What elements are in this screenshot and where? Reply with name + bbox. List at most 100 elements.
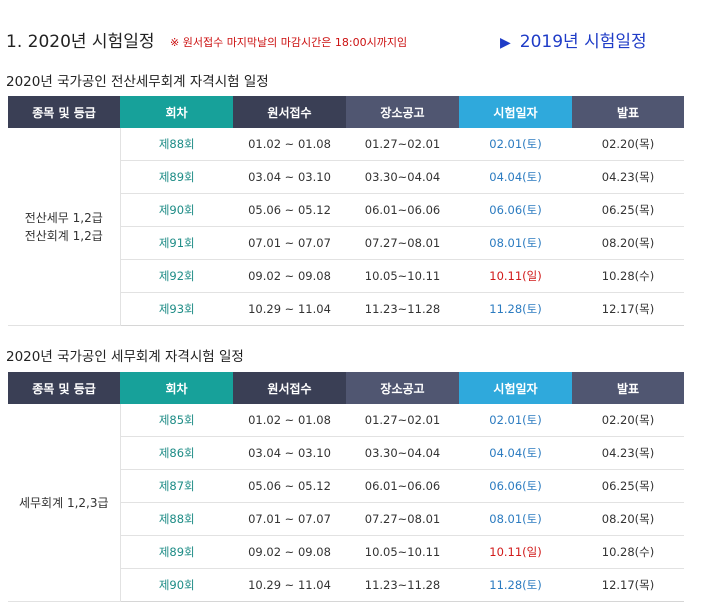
venue-cell: 10.05~10.11: [346, 535, 459, 569]
venue-cell: 03.30~04.04: [346, 160, 459, 194]
table-row: 제93회 10.29 ~ 11.04 11.23~11.28 11.28(토) …: [8, 292, 684, 326]
table-row: 세무회계 1,2,3급 제85회 01.02 ~ 01.08 01.27~02.…: [8, 404, 684, 602]
col-header-round: 회차: [120, 96, 233, 128]
venue-cell: 03.30~04.04: [346, 436, 459, 470]
col-header-grade: 종목 및 등급: [8, 96, 120, 128]
deadline-note: ※ 원서접수 마지막날의 마감시간은 18:00시까지임: [170, 36, 408, 49]
table-row: 제87회 05.06 ~ 05.12 06.01~06.06 06.06(토) …: [8, 469, 684, 503]
table-row: 제90회 10.29 ~ 11.04 11.23~11.28 11.28(토) …: [8, 568, 684, 602]
col-header-venue: 장소공고: [346, 96, 459, 128]
grade-line: 전산세무 1,2급: [24, 210, 103, 225]
round-cell: 제93회: [120, 292, 233, 326]
table-row: 제92회 09.02 ~ 09.08 10.05~10.11 10.11(일) …: [8, 259, 684, 293]
result-cell: 12.17(목): [572, 292, 684, 326]
venue-cell: 11.23~11.28: [346, 568, 459, 602]
exam-date-cell: 06.06(토): [459, 193, 572, 227]
exam-date-cell: 04.04(토): [459, 436, 572, 470]
round-cell: 제88회: [120, 128, 233, 161]
grade-cell: 전산세무 1,2급 전산회계 1,2급: [8, 128, 121, 326]
table-row: 제90회 05.06 ~ 05.12 06.01~06.06 06.06(토) …: [8, 193, 684, 227]
grade-line: 전산회계 1,2급: [24, 228, 103, 243]
round-cell: 제88회: [120, 502, 233, 536]
round-cell: 제86회: [120, 436, 233, 470]
apply-cell: 05.06 ~ 05.12: [233, 469, 346, 503]
result-cell: 10.28(수): [572, 535, 684, 569]
play-triangle-icon: ▶: [500, 35, 511, 51]
table-row: 제91회 07.01 ~ 07.07 07.27~08.01 08.01(토) …: [8, 226, 684, 260]
round-cell: 제85회: [120, 404, 233, 437]
exam-date-cell: 02.01(토): [459, 128, 572, 161]
col-header-grade: 종목 및 등급: [8, 372, 120, 404]
result-cell: 12.17(목): [572, 568, 684, 602]
result-cell: 08.20(목): [572, 502, 684, 536]
venue-cell: 06.01~06.06: [346, 469, 459, 503]
col-header-apply: 원서접수: [233, 96, 346, 128]
apply-cell: 09.02 ~ 09.08: [233, 259, 346, 293]
round-cell: 제92회: [120, 259, 233, 293]
exam-date-cell: 08.01(토): [459, 502, 572, 536]
prev-year-schedule-link[interactable]: ▶ 2019년 시험일정: [500, 27, 647, 52]
table-row: 제89회 03.04 ~ 03.10 03.30~04.04 04.04(토) …: [8, 160, 684, 194]
result-cell: 02.20(목): [572, 128, 684, 161]
venue-cell: 06.01~06.06: [346, 193, 459, 227]
page-title: 1. 2020년 시험일정: [6, 32, 155, 52]
round-cell: 제89회: [120, 160, 233, 194]
schedule-table: 종목 및 등급 회차 원서접수 장소공고 시험일자 발표 세무회계 1,2,3급…: [8, 372, 684, 602]
apply-cell: 03.04 ~ 03.10: [233, 160, 346, 194]
exam-date-cell: 04.04(토): [459, 160, 572, 194]
venue-cell: 10.05~10.11: [346, 259, 459, 293]
apply-cell: 10.29 ~ 11.04: [233, 568, 346, 602]
apply-cell: 07.01 ~ 07.07: [233, 226, 346, 260]
prev-year-schedule-label: 2019년 시험일정: [519, 32, 647, 52]
result-cell: 10.28(수): [572, 259, 684, 293]
table-header-row: 종목 및 등급 회차 원서접수 장소공고 시험일자 발표: [8, 372, 684, 404]
round-cell: 제90회: [120, 568, 233, 602]
section-title: 2020년 국가공인 세무회계 자격시험 일정: [6, 349, 244, 365]
apply-cell: 01.02 ~ 01.08: [233, 404, 346, 437]
result-cell: 04.23(목): [572, 436, 684, 470]
exam-date-cell: 08.01(토): [459, 226, 572, 260]
apply-cell: 07.01 ~ 07.07: [233, 502, 346, 536]
venue-cell: 07.27~08.01: [346, 226, 459, 260]
result-cell: 06.25(목): [572, 193, 684, 227]
col-header-exam-date: 시험일자: [459, 372, 572, 404]
col-header-venue: 장소공고: [346, 372, 459, 404]
col-header-apply: 원서접수: [233, 372, 346, 404]
apply-cell: 09.02 ~ 09.08: [233, 535, 346, 569]
col-header-result: 발표: [572, 372, 684, 404]
result-cell: 02.20(목): [572, 404, 684, 437]
exam-date-cell: 11.28(토): [459, 568, 572, 602]
venue-cell: 01.27~02.01: [346, 128, 459, 161]
venue-cell: 11.23~11.28: [346, 292, 459, 326]
table-row: 전산세무 1,2급 전산회계 1,2급 제88회 01.02 ~ 01.08 0…: [8, 128, 684, 326]
exam-date-cell: 10.11(일): [459, 535, 572, 569]
table-row: 제88회 07.01 ~ 07.07 07.27~08.01 08.01(토) …: [8, 502, 684, 536]
venue-cell: 01.27~02.01: [346, 404, 459, 437]
result-cell: 08.20(목): [572, 226, 684, 260]
round-cell: 제91회: [120, 226, 233, 260]
venue-cell: 07.27~08.01: [346, 502, 459, 536]
apply-cell: 10.29 ~ 11.04: [233, 292, 346, 326]
col-header-round: 회차: [120, 372, 233, 404]
col-header-exam-date: 시험일자: [459, 96, 572, 128]
apply-cell: 03.04 ~ 03.10: [233, 436, 346, 470]
table-row: 제89회 09.02 ~ 09.08 10.05~10.11 10.11(일) …: [8, 535, 684, 569]
result-cell: 04.23(목): [572, 160, 684, 194]
apply-cell: 01.02 ~ 01.08: [233, 128, 346, 161]
round-cell: 제89회: [120, 535, 233, 569]
exam-date-cell: 10.11(일): [459, 259, 572, 293]
result-cell: 06.25(목): [572, 469, 684, 503]
round-cell: 제87회: [120, 469, 233, 503]
exam-date-cell: 06.06(토): [459, 469, 572, 503]
round-cell: 제90회: [120, 193, 233, 227]
grade-line: 세무회계 1,2,3급: [18, 495, 109, 510]
table-header-row: 종목 및 등급 회차 원서접수 장소공고 시험일자 발표: [8, 96, 684, 128]
grade-cell: 세무회계 1,2,3급: [8, 404, 121, 602]
schedule-table: 종목 및 등급 회차 원서접수 장소공고 시험일자 발표 전산세무 1,2급 전…: [8, 96, 684, 326]
section-title: 2020년 국가공인 전산세무회계 자격시험 일정: [6, 74, 269, 90]
exam-date-cell: 11.28(토): [459, 292, 572, 326]
col-header-result: 발표: [572, 96, 684, 128]
table-row: 제86회 03.04 ~ 03.10 03.30~04.04 04.04(토) …: [8, 436, 684, 470]
exam-date-cell: 02.01(토): [459, 404, 572, 437]
apply-cell: 05.06 ~ 05.12: [233, 193, 346, 227]
